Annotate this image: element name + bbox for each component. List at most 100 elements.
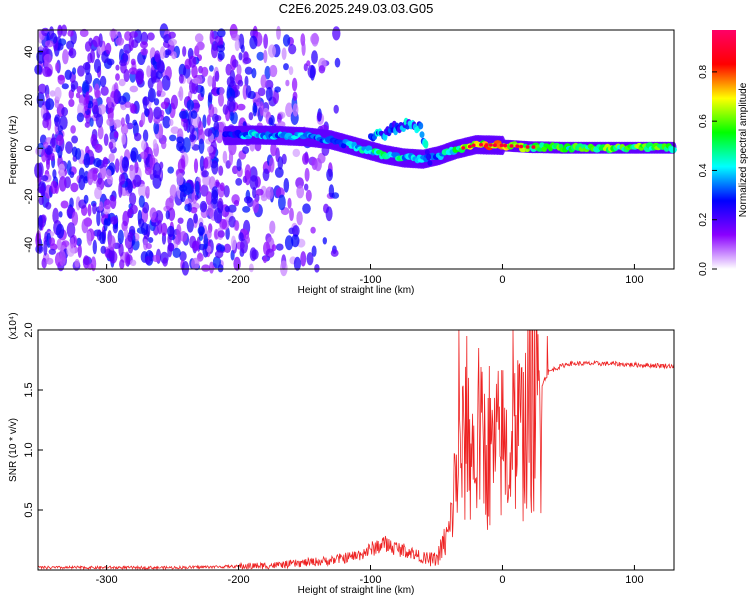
spectrogram-cell	[86, 230, 92, 245]
spectrogram-cell	[238, 232, 244, 242]
snr-y-tick-label: 1.0	[23, 442, 35, 457]
spectrogram-cell	[170, 94, 178, 110]
spectrogram-cell	[214, 181, 221, 188]
spectrogram-cell	[110, 216, 118, 225]
colorbar-gradient	[712, 30, 736, 269]
snr-y-tick-label: 0.5	[23, 502, 35, 517]
spectrogram-cell	[113, 119, 122, 128]
spectrogram-cell	[168, 207, 176, 221]
spectrogram-cell	[94, 89, 101, 99]
spectrogram-cell	[292, 225, 300, 237]
spectrogram-cell	[96, 210, 101, 227]
spectrogram-cell	[156, 59, 165, 72]
spectrogram-cell	[230, 235, 237, 251]
spectrogram-cell	[256, 51, 265, 61]
spectrogram-cell	[117, 95, 127, 105]
spectrogram-cell	[165, 210, 170, 220]
spectrogram-cell	[123, 69, 130, 82]
snr-x-tick-label: -200	[228, 574, 250, 586]
spectrogram-cell	[79, 28, 89, 38]
spectrogram-cell	[515, 144, 520, 148]
spectrogram-cell	[129, 103, 136, 114]
spectrogram-cell	[130, 147, 139, 163]
spectrogram-cell	[144, 255, 151, 265]
spectrogram-cell	[291, 77, 298, 92]
spectrogram-cell	[201, 264, 211, 272]
spectrogram-cell	[301, 41, 306, 56]
spectrogram-cell	[77, 65, 85, 77]
spectrogram-cell	[78, 174, 86, 191]
colorbar-tick-label: 0.2	[698, 212, 709, 226]
spectrogram-cell	[306, 252, 314, 266]
spectrogram-cell	[365, 145, 373, 152]
spectrogram-cell	[488, 143, 493, 147]
spectrogram-cell	[198, 138, 205, 154]
spectrogram-cell	[128, 36, 134, 51]
spectrogram-cell	[252, 102, 257, 117]
spectrogram-cell	[76, 86, 83, 94]
spectrogram-cell	[302, 203, 311, 214]
spectrogram-cell	[199, 155, 205, 172]
spectrogram-cell	[125, 113, 130, 125]
spectrogram-cell	[117, 229, 124, 245]
spectrogram-y-axis: -40 -20 0 20 40	[23, 46, 43, 253]
colorbar-label: Normalized spectral amplitude	[738, 82, 749, 217]
spectrogram-x-label: Height of straight line (km)	[298, 285, 415, 296]
spectrogram-cell	[129, 85, 139, 93]
spectrogram-cell	[142, 96, 148, 110]
spectrogram-cell	[235, 178, 243, 186]
colorbar-tick-label: 0.4	[698, 163, 709, 177]
spectrogram-cell	[492, 143, 497, 147]
spectrogram-cell	[140, 41, 148, 49]
spectrogram-cell	[135, 70, 144, 85]
spectrogram-cell	[51, 133, 56, 148]
spectrogram-cell	[58, 176, 67, 192]
spectrogram-cell	[243, 51, 249, 62]
spectrogram-cell	[55, 62, 60, 72]
spectrogram-cell	[169, 134, 177, 142]
spectrogram-cell	[204, 128, 213, 137]
spectrogram-cell	[97, 104, 107, 115]
spectrogram-cell	[243, 196, 253, 204]
spectrogram-cell	[123, 228, 129, 239]
spectrogram-cell	[196, 74, 203, 85]
spectrogram-cell	[182, 46, 187, 57]
spectrogram-cell	[245, 85, 252, 99]
spectrogram-cell	[146, 65, 152, 78]
spectrogram-cell	[206, 245, 212, 253]
spectrogram-cell	[236, 64, 242, 76]
spectrogram-cell	[167, 243, 175, 252]
spectrogram-cell	[49, 152, 55, 162]
spectrogram-cell	[132, 174, 142, 188]
spectrogram-cell	[87, 169, 94, 186]
spectrogram-cell	[190, 207, 198, 214]
spectrogram-cell	[108, 235, 116, 251]
spectrogram-cell	[159, 46, 166, 60]
spectrogram-cell	[304, 183, 309, 191]
spectrogram-cell	[191, 240, 200, 252]
spectrogram-cell	[37, 162, 44, 178]
spectrogram-cell	[87, 263, 94, 270]
spectrogram-cell	[287, 197, 292, 209]
spectrogram-cell	[201, 66, 209, 77]
spectrogram-cell	[288, 44, 297, 55]
spectrogram-cell	[275, 243, 284, 251]
spectrogram-cell	[214, 35, 223, 46]
spectrogram-cell	[103, 133, 109, 146]
spectrogram-cell	[419, 131, 425, 139]
spectrogram-cell	[172, 247, 181, 258]
spectrogram-x-tick-label: -200	[228, 274, 250, 286]
spectrogram-cell	[311, 50, 318, 64]
spectrogram-cell	[160, 222, 168, 236]
spectrogram-x-tick-label: -100	[359, 274, 381, 286]
spectrogram-cell	[212, 113, 219, 123]
spectrogram-cell	[244, 75, 249, 87]
spectrogram-cell	[283, 63, 289, 71]
spectrogram-cell	[293, 256, 301, 271]
spectrogram-cell	[236, 103, 246, 111]
spectrogram-cell	[176, 136, 184, 144]
spectrogram-cell	[265, 87, 273, 101]
spectrogram-cell	[244, 164, 252, 180]
